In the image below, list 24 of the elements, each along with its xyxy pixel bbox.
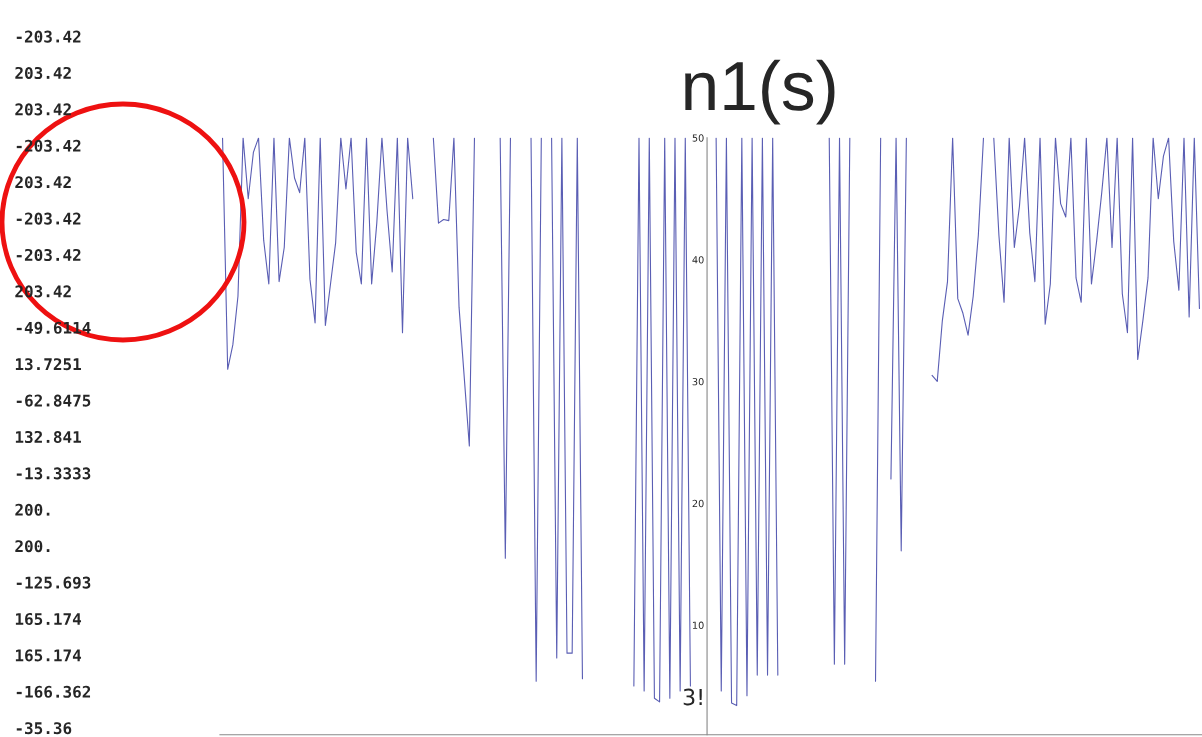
chart-title: n1(s) — [685, 59, 835, 125]
text: 132.841 — [15, 430, 81, 444]
y-tick-label: 50 — [692, 134, 704, 142]
text: -13.3333 — [16, 467, 91, 480]
y-tick-label: 40 — [692, 256, 704, 264]
text: 203.42 — [15, 103, 71, 116]
text: -166.362 — [16, 685, 91, 698]
text: -35.36 — [16, 722, 72, 735]
y-tick-label: 10 — [692, 621, 704, 629]
text: 203.42 — [15, 66, 71, 80]
text: -125.693 — [16, 576, 91, 589]
text: -203.42 — [16, 212, 81, 225]
text: 200. — [15, 503, 50, 516]
y-tick-label: 30 — [692, 377, 704, 386]
y-tick-label: 20 — [692, 499, 704, 508]
text: 165.174 — [15, 612, 82, 626]
text: -203.42 — [16, 30, 81, 43]
text: 200. — [15, 540, 50, 553]
text: -62.8475 — [16, 394, 91, 407]
text: 13.7251 — [15, 358, 81, 371]
annotation: 3! — [683, 688, 702, 706]
text: 165.174 — [15, 649, 82, 662]
text: -203.42 — [16, 248, 81, 262]
text: 203.42 — [15, 176, 71, 189]
